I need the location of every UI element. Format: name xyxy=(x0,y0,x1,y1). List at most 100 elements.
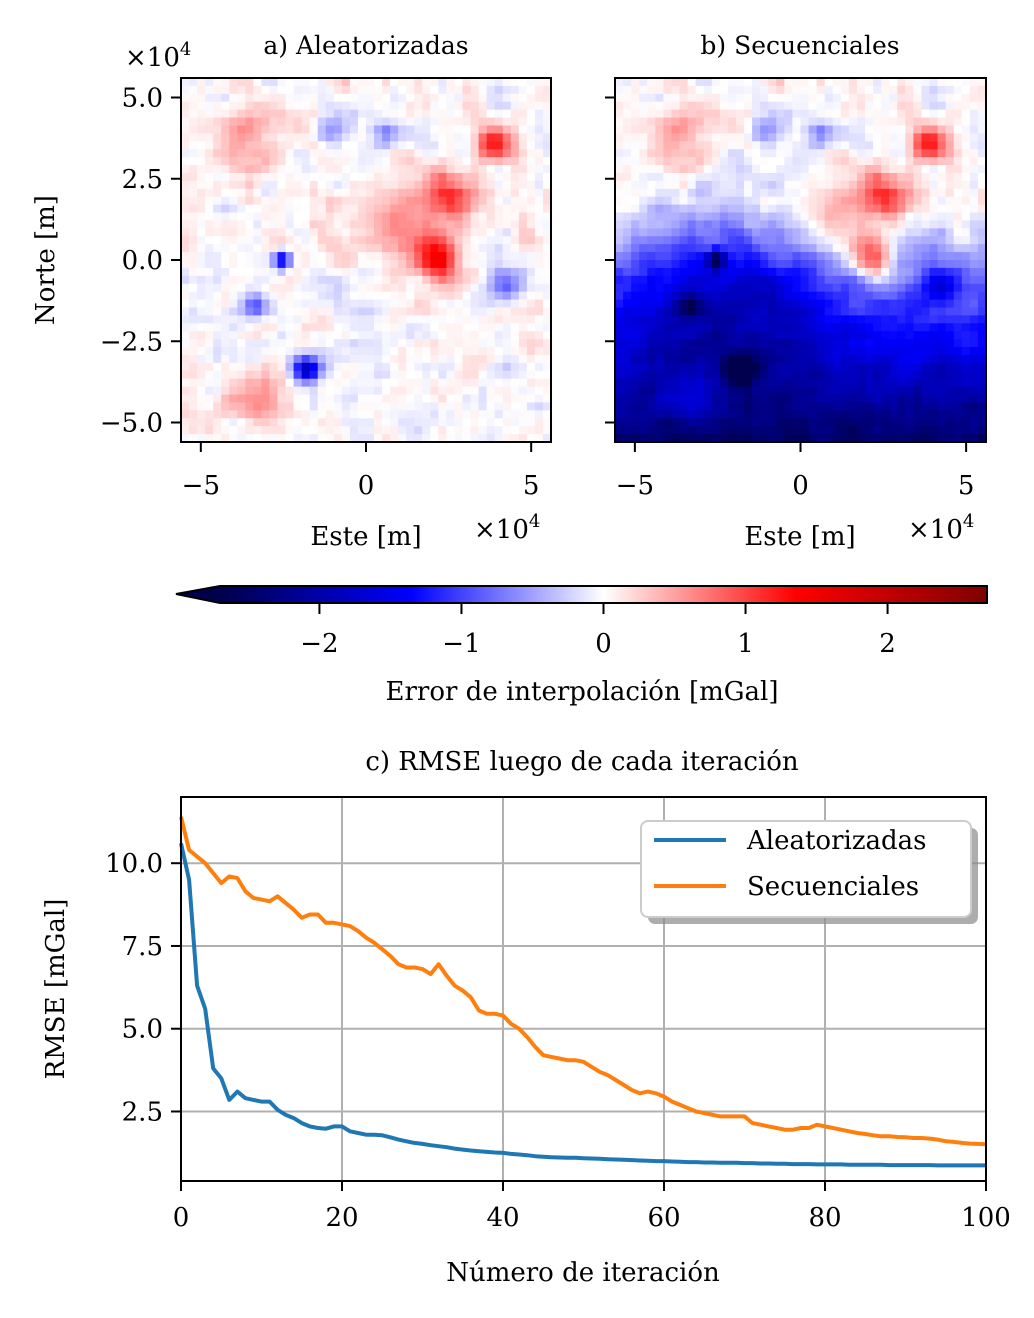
heatmap-cell xyxy=(752,236,761,245)
heatmap-cell xyxy=(905,220,915,229)
heatmap-cell xyxy=(221,394,230,404)
heatmap-cell xyxy=(478,291,488,301)
heatmap-cell xyxy=(221,125,230,134)
heatmap-cell xyxy=(840,78,850,87)
heatmap-cell xyxy=(856,236,866,245)
heatmap-cell xyxy=(792,378,802,388)
heatmap-cell xyxy=(711,188,721,198)
heatmap-cell xyxy=(422,85,431,95)
heatmap-cell xyxy=(470,93,480,103)
heatmap-cell xyxy=(945,267,955,277)
heatmap-cell xyxy=(873,93,882,103)
heatmap-cell xyxy=(430,315,439,324)
heatmap-cell xyxy=(478,307,488,316)
heatmap-cell xyxy=(470,339,480,348)
heatmap-cell xyxy=(478,220,488,229)
heatmap-cell xyxy=(816,299,826,309)
heatmap-cell xyxy=(856,117,866,127)
heatmap-cell xyxy=(631,370,640,380)
heatmap-cell xyxy=(792,402,802,411)
heatmap-cell xyxy=(881,418,890,427)
heatmap-cell xyxy=(961,149,971,158)
heatmap-cell xyxy=(727,426,737,435)
heatmap-cell xyxy=(478,323,488,332)
heatmap-cell xyxy=(881,125,890,134)
heatmap-cell xyxy=(776,434,785,443)
heatmap-cell xyxy=(679,133,689,142)
heatmap-cell xyxy=(269,307,279,316)
heatmap-cell xyxy=(470,196,480,206)
heatmap-cell xyxy=(703,157,713,166)
heatmap-cell xyxy=(414,149,423,158)
heatmap-cell xyxy=(929,354,939,364)
heatmap-cell xyxy=(776,386,785,396)
heatmap-cell xyxy=(245,339,254,348)
heatmap-cell xyxy=(663,315,673,324)
panel-a-axes: −5 0 55.02.50.0−2.5−5.0 xyxy=(100,84,540,502)
heatmap-cell xyxy=(237,157,246,166)
heatmap-cell xyxy=(768,172,777,182)
heatmap-cell xyxy=(727,394,737,404)
heatmap-cell xyxy=(494,418,504,427)
heatmap-cell xyxy=(719,78,729,87)
heatmap-cell xyxy=(905,172,915,182)
heatmap-cell xyxy=(687,370,697,380)
heatmap-cell xyxy=(881,244,890,253)
heatmap-cell xyxy=(542,347,552,356)
heatmap-cell xyxy=(945,125,955,134)
heatmap-cell xyxy=(800,228,810,237)
heatmap-cell xyxy=(768,125,777,134)
heatmap-cell xyxy=(727,93,737,103)
heatmap-cell xyxy=(784,347,794,356)
heatmap-cell xyxy=(406,339,415,348)
heatmap-cell xyxy=(245,402,254,411)
heatmap-cell xyxy=(727,378,737,388)
heatmap-cell xyxy=(502,172,512,182)
heatmap-cell xyxy=(881,117,890,127)
heatmap-cell xyxy=(406,386,415,396)
heatmap-cell xyxy=(366,291,375,301)
heatmap-cell xyxy=(881,315,890,324)
heatmap-cell xyxy=(848,180,858,190)
heatmap-cell xyxy=(486,410,496,419)
heatmap-cell xyxy=(623,196,632,206)
heatmap-cell xyxy=(221,149,230,158)
heatmap-cell xyxy=(366,307,375,316)
heatmap-cell xyxy=(285,354,295,364)
heatmap-cell xyxy=(929,220,939,229)
heatmap-cell xyxy=(542,339,552,348)
heatmap-cell xyxy=(929,339,939,348)
heatmap-cell xyxy=(438,165,448,174)
heatmap-cell xyxy=(325,236,335,245)
heatmap-cell xyxy=(309,315,319,324)
heatmap-cell xyxy=(285,101,295,111)
heatmap-cell xyxy=(366,252,375,261)
heatmap-cell xyxy=(735,307,745,316)
heatmap-cell xyxy=(229,141,238,150)
heatmap-cell xyxy=(333,188,343,198)
heatmap-cell xyxy=(856,252,866,261)
heatmap-cell xyxy=(800,165,810,174)
heatmap-cell xyxy=(341,172,351,182)
heatmap-cell xyxy=(840,133,850,142)
heatmap-cell xyxy=(229,228,238,237)
heatmap-cell xyxy=(727,212,737,222)
heatmap-cell xyxy=(478,109,488,119)
heatmap-cell xyxy=(341,133,351,142)
heatmap-cell xyxy=(181,204,190,214)
heatmap-cell xyxy=(687,85,697,95)
heatmap-cell xyxy=(631,386,640,396)
heatmap-cell xyxy=(406,299,415,309)
heatmap-cell xyxy=(366,78,375,87)
heatmap-cell xyxy=(366,236,375,245)
heatmap-cell xyxy=(623,307,632,316)
heatmap-cell xyxy=(816,78,826,87)
heatmap-cell xyxy=(494,426,504,435)
heatmap-cell xyxy=(929,426,939,435)
heatmap-cell xyxy=(889,212,898,222)
heatmap-cell xyxy=(406,260,415,269)
heatmap-cell xyxy=(687,125,697,134)
heatmap-cell xyxy=(937,212,947,222)
heatmap-cell xyxy=(333,252,343,261)
heatmap-cell xyxy=(703,426,713,435)
